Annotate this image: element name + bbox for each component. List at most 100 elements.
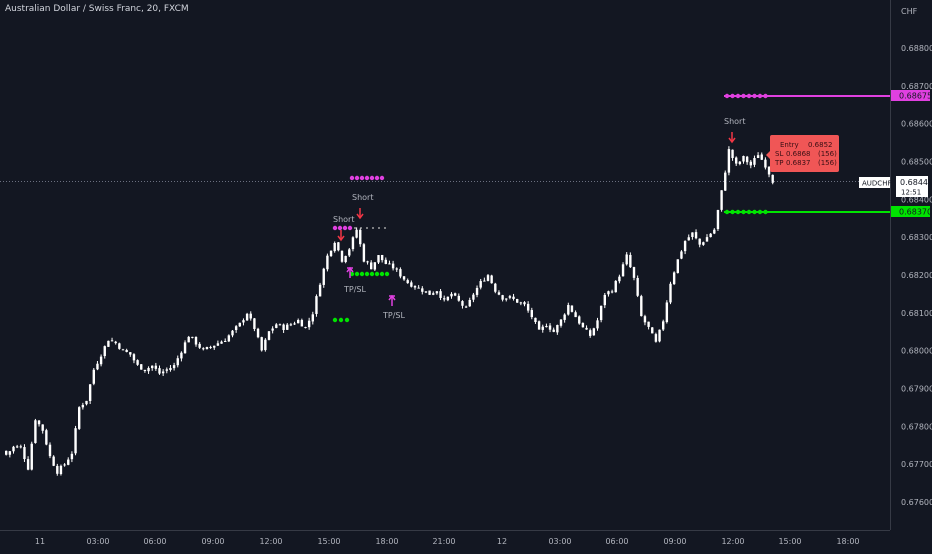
candle-body — [454, 293, 456, 295]
tp-label: TP — [774, 159, 784, 167]
candle-body — [107, 341, 109, 347]
symbol-title[interactable]: Australian Dollar / Swiss Franc, 20, FXC… — [5, 4, 189, 14]
candle-body — [534, 318, 536, 322]
candle-body — [407, 280, 409, 283]
candle-body — [133, 354, 135, 360]
candle-body — [647, 322, 649, 327]
candle-body — [89, 384, 91, 401]
candle-body — [115, 342, 117, 343]
sl-value: 0.6868 — [786, 150, 811, 158]
plot-area[interactable] — [0, 0, 890, 530]
candle-body — [702, 242, 704, 245]
candle-body — [257, 329, 259, 337]
candle-body — [560, 320, 562, 326]
candle-body — [374, 262, 376, 269]
signal-dot — [741, 210, 745, 214]
candle-body — [155, 366, 157, 369]
price-ticks: 0.688000.687000.686000.685000.684000.683… — [901, 44, 932, 507]
signal-dot — [736, 94, 740, 98]
candle-body — [188, 337, 190, 342]
time-tick-label: 12 — [497, 537, 507, 546]
candle-body — [250, 314, 252, 319]
candle-body — [180, 353, 182, 359]
trade-info-box[interactable]: Entry 0.6852 SL 0.6868 (156) TP 0.6837 (… — [766, 135, 839, 172]
candle-body — [480, 281, 482, 288]
candle-body — [680, 251, 682, 258]
candle-body — [366, 261, 368, 262]
candle-body — [516, 299, 518, 303]
signal-dot — [741, 94, 745, 98]
candle-body — [78, 407, 80, 429]
signal-dot — [758, 210, 762, 214]
candle-body — [553, 330, 555, 332]
candle-body — [385, 260, 387, 264]
candle-body — [279, 324, 281, 325]
candle-body — [461, 301, 463, 306]
candle-body — [512, 297, 514, 299]
candle-body — [217, 343, 219, 345]
price-tick-label: 0.68300 — [901, 233, 932, 242]
candle-body — [768, 167, 770, 175]
price-axis[interactable]: CHF 0.688000.687000.686000.685000.684000… — [891, 0, 932, 530]
candle-body — [370, 262, 372, 269]
price-tick-label: 0.68500 — [901, 158, 932, 167]
signal-dot — [372, 227, 374, 229]
candle-body — [129, 352, 131, 354]
candle-body — [443, 298, 445, 299]
candle-body — [96, 364, 98, 370]
signal-dot — [350, 176, 354, 180]
price-tick-label: 0.68600 — [901, 120, 932, 129]
signal-dot — [730, 210, 734, 214]
candle-body — [589, 330, 591, 336]
candle-body — [472, 295, 474, 300]
signal-dot — [736, 210, 740, 214]
signal-dot — [360, 176, 364, 180]
signal-dot — [366, 227, 368, 229]
candle-body — [735, 158, 737, 164]
signal-dot — [365, 272, 369, 276]
symbol-tag-text: AUDCHF — [862, 180, 891, 188]
candle-body — [253, 318, 255, 329]
candle-body — [523, 302, 525, 304]
candle-body — [421, 288, 423, 291]
time-tick-label: 18:00 — [836, 537, 859, 546]
candle-body — [63, 464, 65, 465]
candle-body — [629, 255, 631, 267]
candle-body — [527, 304, 529, 311]
candle-body — [282, 325, 284, 330]
candle-body — [290, 324, 292, 325]
candle-body — [709, 234, 711, 237]
time-tick-label: 11 — [35, 537, 45, 546]
candle-body — [691, 232, 693, 237]
candle-body — [228, 335, 230, 341]
candle-body — [757, 155, 759, 158]
candle-body — [662, 321, 664, 329]
candle-body — [352, 237, 354, 249]
price-tick-label: 0.67700 — [901, 460, 932, 469]
time-tick-label: 12:00 — [721, 537, 744, 546]
time-tick-label: 06:00 — [605, 537, 628, 546]
candle-body — [301, 320, 303, 326]
signal-dot — [380, 176, 384, 180]
candle-body — [432, 293, 434, 294]
currency-label: CHF — [901, 7, 918, 16]
candle-body — [545, 326, 547, 327]
candle-body — [5, 451, 7, 455]
candle-body — [74, 428, 76, 453]
candle-body — [669, 284, 671, 303]
candle-body — [636, 278, 638, 296]
candle-body — [344, 256, 346, 262]
candle-body — [16, 446, 18, 447]
candle-body — [337, 242, 339, 250]
candle-body — [268, 331, 270, 340]
countdown-text: 12:51 — [901, 189, 921, 197]
signal-dot — [752, 94, 756, 98]
candle-body — [45, 430, 47, 444]
signal-dot — [345, 318, 349, 322]
candle-body — [147, 368, 149, 371]
candle-body — [271, 329, 273, 331]
signal-dot — [360, 227, 362, 229]
